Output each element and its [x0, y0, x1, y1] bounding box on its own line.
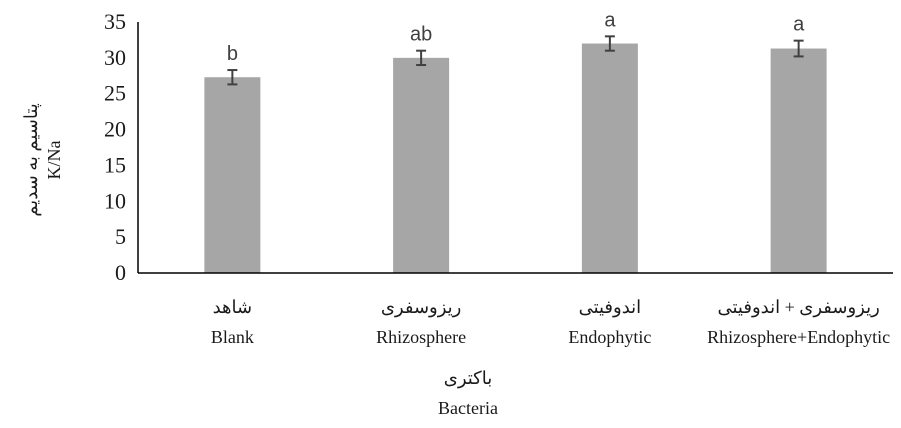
category-label-fa: ریزوسفری: [381, 297, 462, 318]
x-axis-title-fa: باکتری: [444, 368, 493, 389]
significance-letter: a: [793, 14, 805, 36]
y-axis-title-en: K/Na: [44, 141, 64, 180]
bar: [204, 77, 261, 273]
y-tick-label: 35: [104, 9, 126, 34]
y-tick-label: 0: [115, 260, 126, 285]
y-tick-label: 5: [115, 224, 126, 249]
y-tick-label: 15: [104, 152, 126, 177]
significance-letter: ab: [410, 24, 432, 46]
y-axis-ticks: 0 5 10 15 20 25 30 35: [104, 9, 126, 285]
bar: [393, 57, 450, 273]
error-bars: [227, 35, 804, 86]
category-label-en: Blank: [211, 327, 254, 347]
category-label-en: Endophytic: [568, 327, 651, 347]
category-label-fa: ریزوسفری + اندوفیتی: [717, 297, 879, 318]
axes: [137, 22, 893, 274]
bar: [581, 43, 638, 274]
category-labels: شاهد Blank ریزوسفری Rhizosphere اندوفیتی Endo…: [211, 297, 890, 347]
y-axis-title-fa: پتاسیم به سدیم: [21, 103, 42, 217]
y-tick-label: 30: [104, 45, 126, 70]
category-label-fa: شاهد: [213, 297, 253, 317]
y-tick-label: 25: [104, 81, 126, 106]
significance-letters: b ab a a: [227, 9, 805, 65]
significance-letter: a: [604, 9, 616, 31]
bar: [770, 48, 827, 273]
category-label-en: Rhizosphere: [376, 327, 466, 347]
category-label-en: Rhizosphere+Endophytic: [707, 327, 890, 347]
y-tick-label: 20: [104, 117, 126, 142]
category-label-fa: اندوفیتی: [579, 297, 642, 318]
significance-letter: b: [227, 43, 238, 65]
y-tick-label: 10: [104, 188, 126, 213]
bars: [204, 43, 827, 274]
x-axis-title-en: Bacteria: [438, 398, 498, 418]
